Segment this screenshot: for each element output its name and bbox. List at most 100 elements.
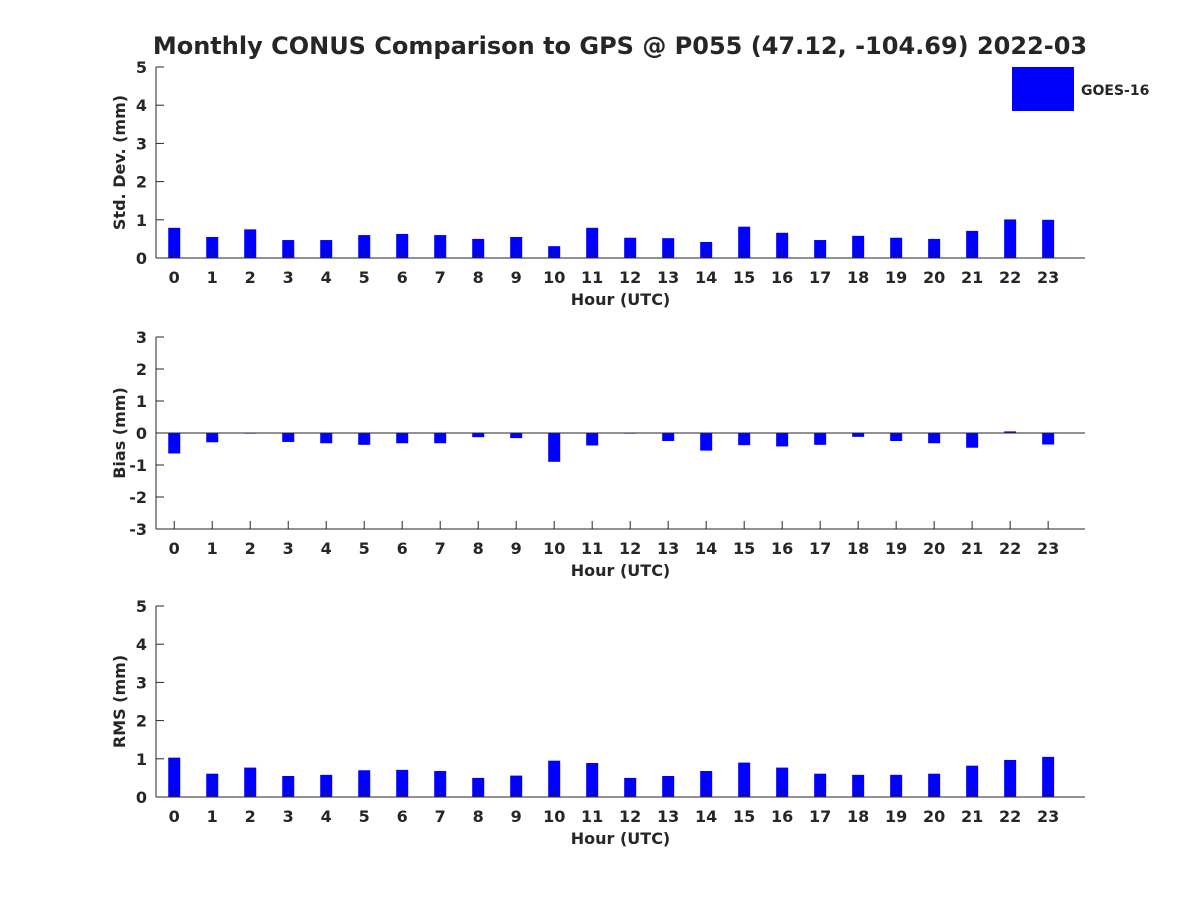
bar: [434, 771, 447, 797]
bar: [662, 238, 675, 258]
bar: [168, 757, 181, 797]
y-tick-label: 1: [136, 392, 147, 411]
y-tick-label: 4: [136, 96, 147, 115]
bar: [244, 767, 257, 797]
bar: [206, 236, 219, 258]
y-tick-label: 4: [136, 635, 147, 654]
bar: [738, 762, 751, 797]
x-tick-label: 20: [923, 268, 945, 287]
bar: [890, 774, 903, 797]
y-tick-label: -1: [129, 456, 147, 475]
x-tick-label: 18: [847, 807, 869, 826]
x-tick-label: 7: [435, 539, 446, 558]
bar: [1042, 433, 1055, 445]
bar: [282, 775, 295, 797]
x-axis-label: Hour (UTC): [571, 829, 671, 848]
y-tick-label: 0: [136, 424, 147, 443]
y-axis-label: Bias (mm): [110, 387, 129, 479]
y-tick-label: 2: [136, 360, 147, 379]
bar: [510, 433, 523, 439]
bar: [510, 775, 523, 797]
x-tick-label: 18: [847, 539, 869, 558]
x-tick-label: 18: [847, 268, 869, 287]
bar: [434, 235, 447, 258]
bar: [814, 433, 827, 445]
y-tick-label: 1: [136, 211, 147, 230]
bar: [548, 760, 561, 797]
bar: [472, 238, 485, 258]
bar: [472, 433, 485, 438]
x-tick-label: 8: [473, 268, 484, 287]
chart-legend: GOES-16: [1012, 67, 1149, 111]
bar: [320, 240, 333, 258]
x-tick-label: 1: [207, 268, 218, 287]
y-tick-label: 3: [136, 134, 147, 153]
bar: [282, 240, 295, 258]
bar: [396, 769, 409, 797]
x-tick-label: 4: [321, 268, 332, 287]
x-tick-label: 3: [283, 807, 294, 826]
x-axis-label: Hour (UTC): [571, 561, 671, 580]
y-tick-label: -2: [129, 488, 147, 507]
bar: [1004, 759, 1017, 797]
x-tick-label: 21: [961, 807, 983, 826]
y-tick-label: 0: [136, 788, 147, 807]
x-tick-label: 11: [581, 539, 603, 558]
x-tick-label: 8: [473, 539, 484, 558]
x-tick-label: 5: [359, 807, 370, 826]
bar: [662, 775, 675, 797]
x-tick-label: 7: [435, 807, 446, 826]
x-tick-label: 11: [581, 807, 603, 826]
x-tick-label: 15: [733, 539, 755, 558]
y-axis-label: RMS (mm): [110, 655, 129, 748]
y-tick-label: 0: [136, 249, 147, 268]
bar: [396, 433, 409, 444]
bar: [472, 777, 485, 797]
x-tick-label: 3: [283, 268, 294, 287]
x-tick-label: 15: [733, 807, 755, 826]
bar: [662, 433, 675, 441]
bar: [244, 229, 257, 258]
y-tick-label: 3: [136, 328, 147, 347]
chart-title: Monthly CONUS Comparison to GPS @ P055 (…: [153, 32, 1087, 60]
x-tick-label: 13: [657, 268, 679, 287]
x-tick-label: 17: [809, 539, 831, 558]
bar: [852, 433, 865, 437]
bar: [320, 433, 333, 444]
x-tick-label: 17: [809, 807, 831, 826]
x-tick-label: 22: [999, 268, 1021, 287]
x-tick-label: 15: [733, 268, 755, 287]
bar: [586, 763, 599, 797]
x-tick-label: 6: [397, 268, 408, 287]
bar: [700, 771, 713, 797]
x-tick-label: 12: [619, 807, 641, 826]
x-tick-label: 14: [695, 539, 717, 558]
x-tick-label: 9: [511, 807, 522, 826]
bar: [852, 774, 865, 797]
x-tick-label: 21: [961, 268, 983, 287]
x-tick-label: 16: [771, 539, 793, 558]
x-tick-label: 0: [169, 268, 180, 287]
x-axis-label: Hour (UTC): [571, 290, 671, 309]
x-tick-label: 10: [543, 268, 565, 287]
y-tick-label: 1: [136, 750, 147, 769]
bar: [358, 770, 371, 797]
x-tick-label: 13: [657, 539, 679, 558]
bar: [814, 773, 827, 797]
legend-label: GOES-16: [1081, 83, 1149, 99]
x-tick-label: 23: [1037, 807, 1059, 826]
bar: [776, 232, 789, 258]
x-tick-label: 3: [283, 539, 294, 558]
bar: [1004, 219, 1017, 258]
x-tick-label: 16: [771, 807, 793, 826]
bar: [966, 433, 979, 448]
bar: [700, 241, 713, 258]
bar: [814, 240, 827, 258]
bar: [776, 767, 789, 797]
x-tick-label: 2: [245, 268, 256, 287]
x-tick-label: 19: [885, 539, 907, 558]
x-tick-label: 5: [359, 268, 370, 287]
